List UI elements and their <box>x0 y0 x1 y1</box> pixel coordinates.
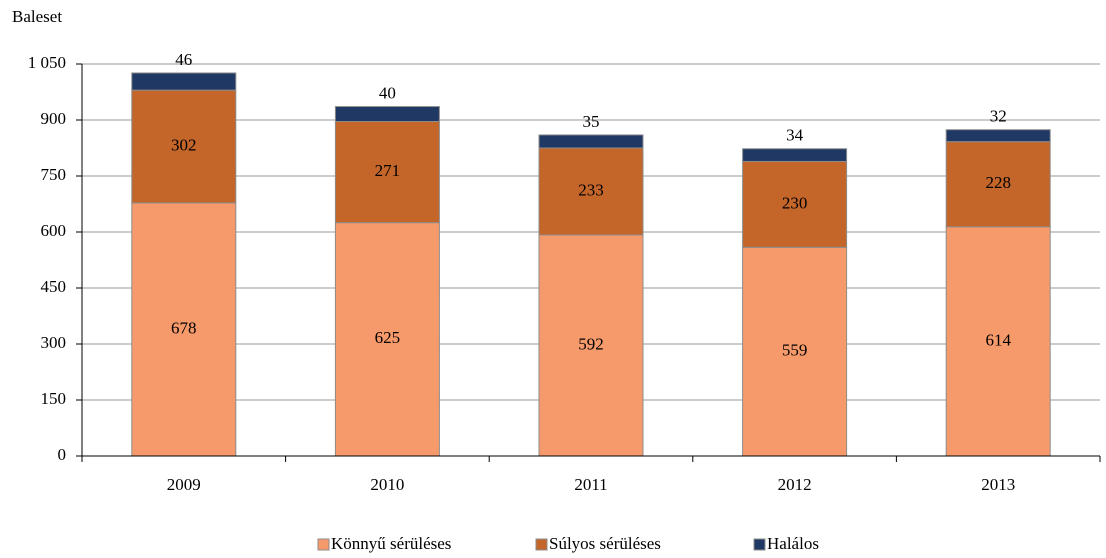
data-label: 614 <box>985 330 1011 349</box>
x-tick-label: 2009 <box>167 475 201 494</box>
bar-segment <box>131 89 237 204</box>
bar-segment <box>334 106 440 122</box>
data-label: 592 <box>578 334 604 353</box>
y-axis-label: Baleset <box>12 7 62 26</box>
x-tick-label: 2012 <box>778 475 812 494</box>
y-tick-label: 450 <box>41 277 67 296</box>
data-label: 302 <box>171 135 197 154</box>
bar-segment <box>742 148 848 162</box>
data-label: 678 <box>171 318 197 337</box>
bar-segment <box>945 129 1051 143</box>
bar-segment <box>945 226 1051 457</box>
legend-swatch <box>753 538 766 551</box>
y-tick-label: 900 <box>41 109 67 128</box>
data-label: 233 <box>578 180 604 199</box>
x-tick-label: 2013 <box>981 475 1015 494</box>
x-tick-label: 2010 <box>370 475 404 494</box>
bar-segment <box>538 134 644 149</box>
legend-label: Halálos <box>767 534 819 553</box>
data-label: 46 <box>175 50 192 69</box>
y-tick-label: 0 <box>58 445 67 464</box>
bar-segment <box>131 72 237 91</box>
data-label: 559 <box>782 341 808 360</box>
y-tick-label: 1 050 <box>28 53 66 72</box>
data-label: 35 <box>583 112 600 131</box>
data-label: 230 <box>782 193 808 212</box>
data-label: 228 <box>985 173 1011 192</box>
legend-swatch <box>535 538 548 551</box>
bar-segment <box>538 234 644 457</box>
legend-label: Könnyű sérüléses <box>331 534 451 553</box>
bar-segment <box>742 160 848 248</box>
y-tick-label: 300 <box>41 333 67 352</box>
bar-segment <box>538 147 644 236</box>
y-tick-label: 600 <box>41 221 67 240</box>
bar-segment <box>334 120 440 224</box>
data-label: 34 <box>786 126 804 145</box>
data-label: 625 <box>375 328 401 347</box>
y-tick-label: 750 <box>41 165 67 184</box>
y-tick-label: 150 <box>41 389 67 408</box>
bar-segment <box>742 246 848 457</box>
data-label: 40 <box>379 83 396 102</box>
bar-segment <box>131 202 237 457</box>
bar-segment <box>945 141 1051 228</box>
legend-label: Súlyos sérüléses <box>549 534 661 553</box>
data-label: 271 <box>375 161 401 180</box>
legend-swatch <box>317 538 330 551</box>
data-label: 32 <box>990 107 1007 126</box>
x-tick-label: 2011 <box>574 475 607 494</box>
